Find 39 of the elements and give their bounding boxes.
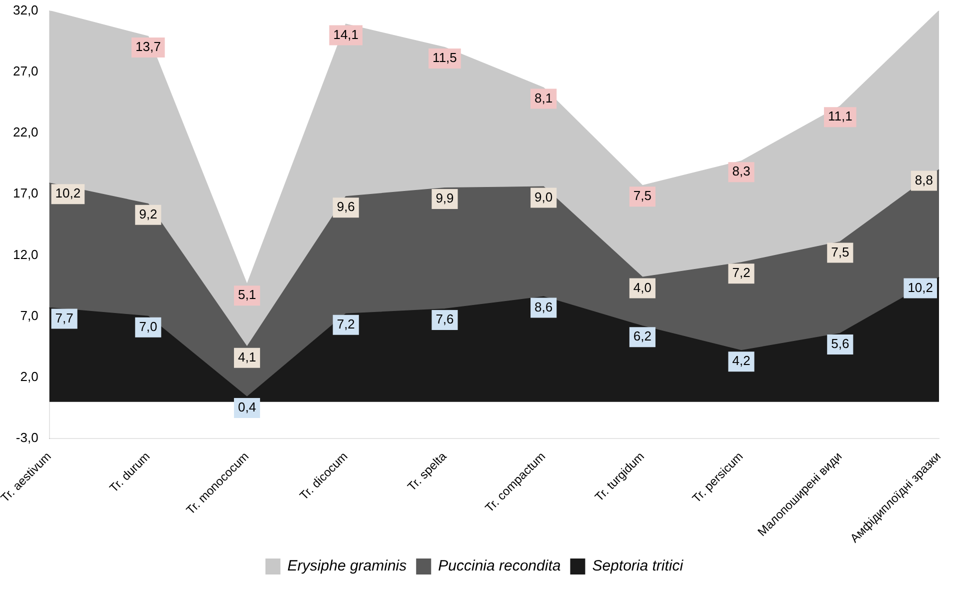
- data-label: 7,2: [732, 265, 750, 280]
- data-label: 9,0: [534, 189, 553, 204]
- data-label: 7,2: [336, 316, 355, 332]
- data-label: 13,7: [136, 39, 161, 54]
- y-tick-label: 27,0: [12, 63, 38, 78]
- legend-label: Septoria tritici: [592, 558, 684, 575]
- y-tick-label: 7,0: [20, 308, 38, 323]
- data-label: 8,6: [534, 299, 553, 314]
- data-label: 0,4: [238, 400, 256, 415]
- data-label: 9,2: [139, 206, 158, 222]
- data-label: 9,6: [336, 199, 355, 214]
- data-label: 4,2: [732, 353, 750, 368]
- data-label: 14,1: [333, 26, 359, 42]
- data-label: 5,1: [238, 287, 256, 302]
- data-label: 9,9: [436, 190, 454, 206]
- data-label: 11,1: [828, 108, 852, 124]
- y-tick-label: 17,0: [12, 186, 38, 201]
- data-label: 8,8: [914, 172, 934, 188]
- y-tick-label: 22,0: [12, 124, 38, 140]
- data-label: 7,7: [55, 310, 74, 326]
- y-tick-label: -3,0: [16, 430, 38, 446]
- data-label: 11,5: [432, 50, 457, 66]
- legend-label: Puccinia recondita: [438, 558, 561, 575]
- data-label: 8,3: [732, 164, 750, 179]
- data-label: 7,0: [139, 318, 158, 334]
- data-label: 7,5: [633, 188, 652, 204]
- y-tick-label: 12,0: [12, 246, 38, 262]
- data-label: 8,1: [534, 90, 553, 106]
- y-tick-label: 32,0: [12, 2, 38, 18]
- legend-label: Erysiphe graminis: [287, 558, 408, 575]
- data-label: 7,5: [831, 244, 850, 260]
- y-tick-label: 2,0: [20, 369, 38, 384]
- data-label: 4,0: [633, 280, 652, 295]
- data-label: 6,2: [633, 328, 652, 344]
- data-label: 10,2: [908, 280, 934, 295]
- data-label: 4,1: [238, 350, 256, 364]
- data-label: 10,2: [55, 186, 81, 201]
- data-label: 5,6: [831, 336, 850, 352]
- data-label: 7,6: [436, 312, 454, 327]
